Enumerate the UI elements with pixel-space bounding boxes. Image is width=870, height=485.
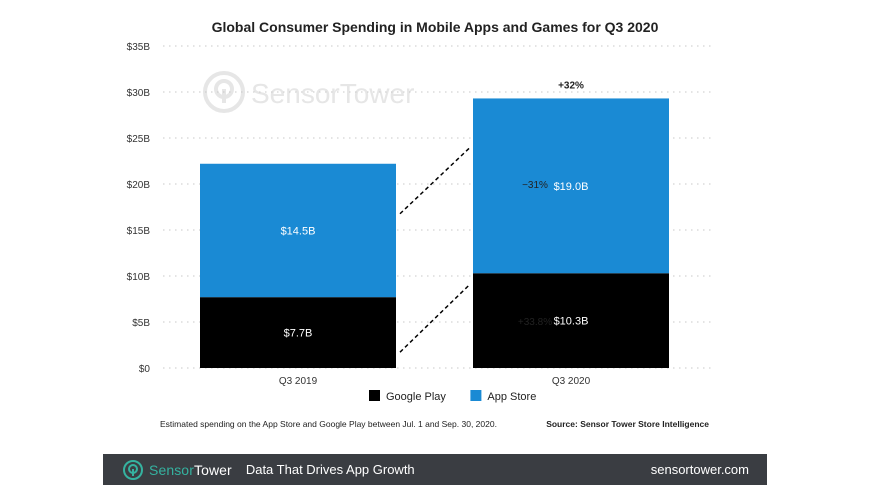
sensortower-watermark-text: SensorTower: [251, 78, 414, 109]
y-tick-label: $10B: [127, 272, 151, 283]
footnote-text: Estimated spending on the App Store and …: [160, 419, 497, 429]
y-tick-label: $15B: [127, 226, 151, 237]
google-play-connector: [399, 284, 470, 353]
y-tick-label: $0: [139, 364, 151, 375]
bar-segment: [200, 163, 396, 298]
chart: Global Consumer Spending in Mobile Apps …: [127, 19, 711, 429]
app-store-connector: [399, 147, 470, 215]
y-tick-label: $35B: [127, 42, 151, 53]
footer-brand-name: SensorTower: [149, 461, 232, 478]
data-label: $10.3B: [554, 316, 589, 328]
legend-label: App Store: [487, 391, 536, 403]
x-tick-label: Q3 2019: [279, 376, 318, 387]
chart-card: Global Consumer Spending in Mobile Apps …: [103, 0, 767, 485]
legend-label: Google Play: [386, 391, 446, 403]
bar-segment: [473, 273, 669, 368]
y-tick-label: $5B: [132, 318, 150, 329]
y-tick-label: $25B: [127, 134, 151, 145]
data-label: $7.7B: [284, 328, 313, 340]
bar-segment: [473, 98, 669, 274]
sensortower-logo-icon: [123, 459, 143, 480]
x-tick-label: Q3 2020: [552, 376, 591, 387]
footer-tagline: Data That Drives App Growth: [245, 462, 415, 477]
total-change-label: +32%: [558, 80, 584, 91]
sensortower-watermark-icon-stem: [222, 89, 226, 103]
chart-title: Global Consumer Spending in Mobile Apps …: [212, 19, 659, 35]
google-play-change-label: +33.8%: [518, 317, 552, 328]
footer-website-link[interactable]: sensortower.com: [650, 462, 749, 477]
bar-segment: [200, 297, 396, 368]
legend-swatch: [470, 390, 482, 401]
data-label: $14.5B: [281, 225, 316, 237]
footer-brand[interactable]: SensorTower: [123, 459, 232, 480]
footer-bar: SensorTower Data That Drives App Growth …: [103, 454, 767, 485]
data-label: $19.0B: [554, 181, 589, 193]
legend-swatch: [369, 390, 380, 401]
y-tick-label: $30B: [127, 88, 151, 99]
source-text: Source: Sensor Tower Store Intelligence: [546, 419, 709, 429]
app-store-change-label: −31%: [522, 180, 548, 191]
y-tick-label: $20B: [127, 180, 151, 191]
